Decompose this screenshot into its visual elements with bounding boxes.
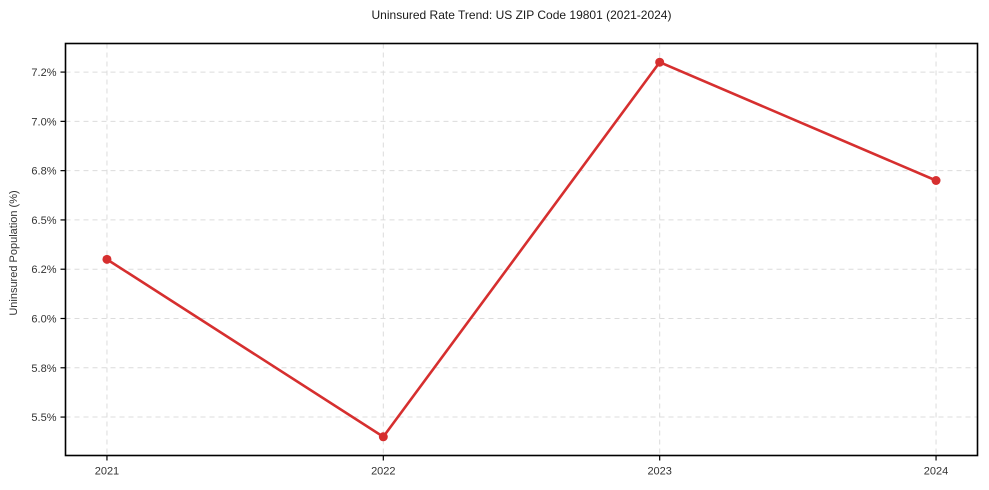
gridlines xyxy=(65,43,978,456)
x-axis: 2021 2022 2023 2024 xyxy=(95,455,948,478)
x-tick-label: 2023 xyxy=(647,466,671,478)
x-tick-label: 2024 xyxy=(924,466,948,478)
y-tick-label: 6.2% xyxy=(31,264,56,276)
data-point xyxy=(655,57,665,67)
trend-line xyxy=(106,60,937,439)
y-tick-label: 5.8% xyxy=(31,363,56,375)
y-tick-label: 6.8% xyxy=(31,166,56,178)
y-tick-label: 6.0% xyxy=(31,313,56,325)
data-point xyxy=(102,254,112,264)
x-tick-label: 2021 xyxy=(95,466,119,478)
y-axis: 5.5% 5.8% 6.0% 6.2% 6.5% 6.8% 7.0% 7.2% xyxy=(31,67,66,424)
data-point xyxy=(931,176,941,186)
x-tick-label: 2022 xyxy=(371,466,395,478)
data-point xyxy=(378,432,388,442)
y-tick-label: 7.0% xyxy=(31,116,56,128)
series-uninsured-rate xyxy=(102,57,941,442)
y-tick-label: 7.2% xyxy=(31,67,56,79)
y-tick-label: 5.5% xyxy=(31,412,56,424)
y-tick-label: 6.5% xyxy=(31,215,56,227)
plot-border xyxy=(64,42,979,457)
chart-title: Uninsured Rate Trend: US ZIP Code 19801 … xyxy=(371,8,672,22)
